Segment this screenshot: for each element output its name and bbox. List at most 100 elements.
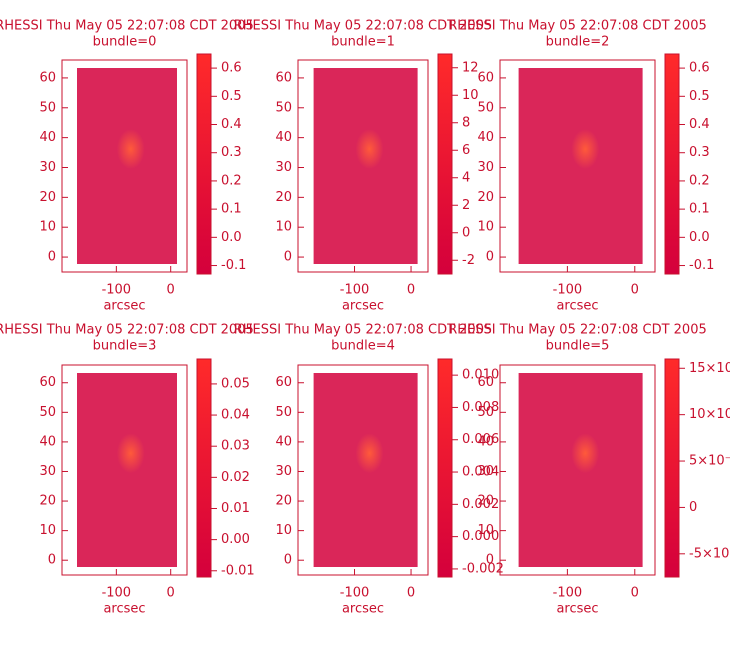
colorbar-tick-label: -0.01 [221,563,255,578]
chart-subtitle: bundle=5 [546,339,610,354]
y-tick-label: 40 [477,434,494,449]
y-tick-label: 10 [477,220,494,235]
colorbar-tick-label: 0.3 [689,145,710,160]
source [355,433,384,474]
axes-frame [499,364,656,576]
colorbar [664,53,680,275]
source [355,129,384,170]
colorbar-tick-label: 12 [462,60,479,75]
colorbar-tick-label: 0.004 [462,465,499,480]
y-tick-label: 50 [477,100,494,115]
colorbar-tick-label: 10×10⁻⁴ [689,407,730,422]
y-tick-label: 0 [486,250,494,265]
x-axis-label: arcsec [342,299,384,314]
colorbar-tick-label: 0.1 [689,202,710,217]
y-tick-label: 20 [39,494,56,509]
colorbar-tick-label: 0.002 [462,497,499,512]
y-tick-label: 40 [477,130,494,145]
colorbar-tick-label: 0.1 [221,202,242,217]
colorbar [664,358,680,578]
y-tick-label: 50 [477,405,494,420]
x-axis-label: arcsec [556,602,598,617]
x-axis-label: arcsec [103,602,145,617]
colorbar-tick-label: 0.2 [689,173,710,188]
y-tick-label: 60 [275,375,292,390]
chart-title: RHESSI Thu May 05 22:07:08 CDT 2005 [234,323,493,338]
y-tick-label: 20 [275,190,292,205]
y-tick-label: 10 [39,523,56,538]
y-tick-label: 60 [477,375,494,390]
colorbar-tick-label: 0 [689,500,697,515]
chart-title: RHESSI Thu May 05 22:07:08 CDT 2005 [0,323,254,338]
colorbar-tick-label: 5×10⁻⁴ [689,454,730,469]
colorbar [196,53,212,275]
colorbar-tick-label: 0.0 [689,230,710,245]
y-tick-label: 60 [39,375,56,390]
colorbar [437,53,453,275]
y-tick-label: 30 [39,464,56,479]
x-tick-label: -100 [553,283,583,298]
colorbar-tick-label: 0.02 [221,470,250,485]
y-tick-label: 40 [39,130,56,145]
axes-frame [297,59,429,273]
colorbar-tick-label: -2 [462,253,475,268]
colorbar-tick-label: 0.010 [462,368,499,383]
x-tick-label: 0 [407,586,415,601]
y-tick-label: 50 [39,100,56,115]
source [116,433,145,474]
axes-frame [499,59,656,273]
chart-subtitle: bundle=2 [546,35,610,50]
y-tick-label: 60 [477,70,494,85]
colorbar-tick-label: 10 [462,88,479,103]
colorbar-tick-label: 0.4 [221,117,242,132]
y-tick-label: 20 [477,494,494,509]
colorbar-tick-label: 0.006 [462,432,499,447]
x-tick-label: 0 [167,283,175,298]
y-tick-label: 20 [477,190,494,205]
colorbar-tick-label: 0.5 [689,89,710,104]
colorbar-tick-label: 0.04 [221,408,250,423]
y-tick-label: 50 [275,100,292,115]
colorbar-tick-label: -0.002 [462,561,504,576]
chart-subtitle: bundle=4 [331,339,395,354]
colorbar [437,358,453,578]
colorbar-tick-label: 0.05 [221,376,250,391]
x-axis-label: arcsec [103,299,145,314]
colorbar-tick-label: 0.4 [689,117,710,132]
colorbar-tick-label: 0.0 [221,230,242,245]
source [571,433,600,474]
y-tick-label: 30 [275,160,292,175]
y-tick-label: 0 [48,553,56,568]
colorbar-tick-label: 0.008 [462,400,499,415]
y-tick-label: 40 [39,434,56,449]
chart-subtitle: bundle=0 [93,35,157,50]
colorbar-tick-label: 8 [462,115,470,130]
colorbar-tick-label: 6 [462,143,470,158]
colorbar-tick-label: 0.6 [221,61,242,76]
y-tick-label: 50 [39,405,56,420]
colorbar-tick-label: -5×10⁻⁴ [689,546,730,561]
source [116,129,145,170]
colorbar-tick-label: 2 [462,198,470,213]
y-tick-label: 20 [275,494,292,509]
chart-title: RHESSI Thu May 05 22:07:08 CDT 2005 [448,19,707,34]
y-tick-label: 10 [275,220,292,235]
x-axis-label: arcsec [556,299,598,314]
colorbar-tick-label: 15×10⁻⁴ [689,361,730,376]
chart-subtitle: bundle=3 [93,339,157,354]
colorbar-tick-label: 0.01 [221,501,250,516]
x-tick-label: -100 [102,283,132,298]
y-tick-label: 0 [486,553,494,568]
colorbar [196,358,212,578]
colorbar-tick-label: 0.00 [221,532,250,547]
x-tick-label: 0 [407,283,415,298]
axes-frame [61,364,188,576]
y-tick-label: 60 [275,70,292,85]
axes-frame [61,59,188,273]
chart-title: RHESSI Thu May 05 22:07:08 CDT 2005 [0,19,254,34]
colorbar-tick-label: 0.6 [689,61,710,76]
y-tick-label: 60 [39,70,56,85]
y-tick-label: 30 [477,160,494,175]
y-tick-label: 40 [275,434,292,449]
